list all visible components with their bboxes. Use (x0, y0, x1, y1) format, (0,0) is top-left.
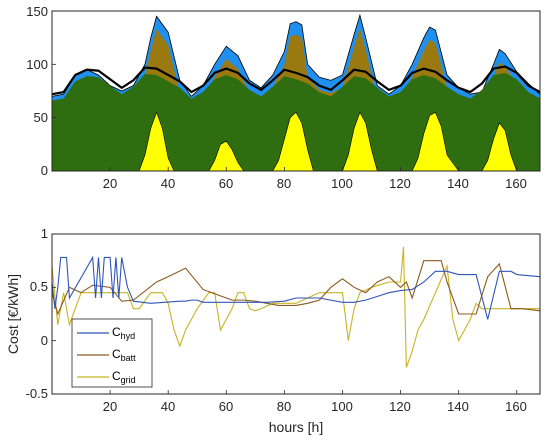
legend-entry-grid: Cgrid (112, 369, 136, 385)
top-panel: 0 50 100 150 20 40 60 80 100 120 140 160 (26, 4, 541, 191)
top-y-axis: 0 50 100 150 (26, 4, 48, 178)
bottom-x-tick-40: 40 (161, 399, 175, 414)
top-x-tick-160: 160 (505, 176, 527, 191)
bottom-panel: -0.5 0 0.5 1 20 40 60 80 100 120 140 160… (5, 226, 541, 435)
bottom-y-axis: -0.5 0 0.5 1 (26, 226, 48, 401)
top-y-tick-100: 100 (26, 57, 48, 72)
top-x-tick-60: 60 (219, 176, 233, 191)
demand-line (51, 65, 541, 96)
top-x-tick-100: 100 (331, 176, 353, 191)
top-y-tick-0: 0 (41, 163, 48, 178)
bottom-series-lines (51, 246, 541, 368)
top-x-tick-40: 40 (161, 176, 175, 191)
legend-batt-main: C (112, 347, 121, 361)
top-plot-frame (51, 10, 541, 172)
top-y-tick-50: 50 (34, 110, 48, 125)
legend-grid-main: C (112, 369, 121, 383)
bottom-y-axis-label: Cost [€/kWh] (5, 274, 21, 354)
series-line-batt (51, 260, 541, 316)
top-demand-line (51, 65, 541, 96)
top-y-tick-150: 150 (26, 4, 48, 19)
bottom-x-tick-60: 60 (219, 399, 233, 414)
bottom-x-tick-80: 80 (277, 399, 291, 414)
series-line-hyd (51, 255, 541, 320)
top-x-tick-80: 80 (277, 176, 291, 191)
top-x-axis: 20 40 60 80 100 120 140 160 (103, 176, 527, 191)
bottom-y-tick-1: 1 (41, 226, 48, 241)
bottom-x-axis: 20 40 60 80 100 120 140 160 (103, 399, 527, 414)
bottom-x-tick-140: 140 (447, 399, 469, 414)
top-x-tick-120: 120 (389, 176, 411, 191)
legend-batt-sub: batt (121, 353, 137, 363)
top-x-tick-140: 140 (447, 176, 469, 191)
bottom-plot-frame (51, 233, 541, 395)
legend-box (71, 318, 153, 388)
legend: Chyd Cbatt Cgrid (71, 318, 153, 388)
legend-hyd-sub: hyd (121, 331, 136, 341)
series-line-grid (51, 246, 540, 368)
legend-entry-batt: Cbatt (112, 347, 136, 363)
legend-entry-hyd: Chyd (112, 325, 135, 341)
top-x-tick-20: 20 (103, 176, 117, 191)
bottom-y-tick-0: 0 (41, 333, 48, 348)
top-area-layers (51, 13, 541, 172)
bottom-y-tick-neg05: -0.5 (26, 386, 48, 401)
bottom-x-axis-label: hours [h] (269, 419, 323, 435)
legend-hyd-main: C (112, 325, 121, 339)
bottom-x-tick-160: 160 (505, 399, 527, 414)
legend-grid-sub: grid (121, 375, 136, 385)
bottom-x-tick-20: 20 (103, 399, 117, 414)
bottom-x-tick-120: 120 (389, 399, 411, 414)
bottom-y-tick-05: 0.5 (30, 279, 48, 294)
bottom-x-tick-100: 100 (331, 399, 353, 414)
